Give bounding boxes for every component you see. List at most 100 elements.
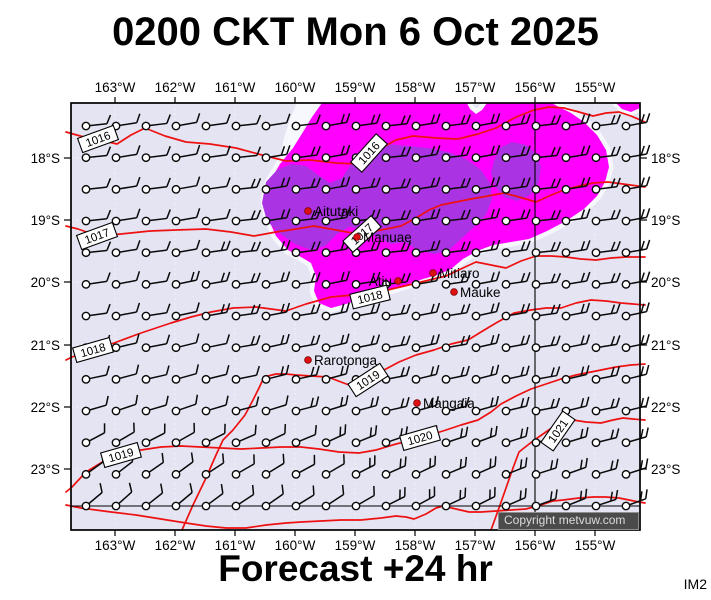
wind-barb-feather: [616, 114, 621, 124]
wind-barb-feather: [256, 303, 261, 314]
wind-station-circle: [621, 501, 631, 511]
wind-barb: [231, 334, 261, 353]
wind-station-circle: [81, 184, 91, 194]
wind-barb-feather: [225, 303, 231, 313]
wind-barb: [501, 145, 531, 163]
wind-barb-shaft: [329, 248, 347, 253]
latitude-label-left: 23°S: [31, 462, 60, 477]
wind-station-circle: [441, 216, 451, 226]
wind-station-circle: [201, 469, 211, 479]
wind-barb: [231, 178, 262, 194]
wind-barb: [441, 456, 468, 479]
wind-barb-shaft: [299, 374, 317, 380]
wind-barb-feather: [556, 241, 562, 251]
wind-barb-feather: [644, 489, 648, 499]
wind-station-circle: [591, 438, 601, 448]
wind-barb: [591, 397, 621, 416]
wind-station-circle: [201, 343, 211, 353]
wind-barb: [171, 452, 194, 479]
wind-barb-feather: [404, 456, 407, 466]
wind-barb-feather: [526, 145, 531, 156]
wind-barb-feather: [136, 240, 141, 250]
wind-barb-feather: [316, 272, 321, 282]
wind-barb: [81, 423, 106, 448]
wind-barb-feather: [580, 366, 585, 376]
wind-barb-feather: [341, 484, 345, 495]
wind-station-circle: [381, 501, 391, 511]
wind-barb-shaft: [419, 280, 437, 285]
wind-barb: [171, 333, 200, 353]
wind-barb: [561, 113, 591, 131]
wind-station-circle: [321, 153, 331, 163]
wind-barb-feather: [550, 178, 556, 188]
wind-station-circle: [501, 248, 511, 258]
wind-barb-feather: [220, 483, 224, 494]
wind-station-circle: [411, 311, 421, 321]
city-dot: [304, 356, 312, 364]
wind-barb: [381, 114, 412, 131]
wind-barb-feather: [490, 240, 495, 251]
wind-barb-feather: [610, 460, 614, 471]
wind-barb: [381, 241, 412, 258]
latitude-label-left: 19°S: [31, 213, 60, 228]
wind-barb-feather: [165, 365, 170, 375]
wind-barb-shaft: [419, 342, 437, 348]
wind-barb-feather: [645, 364, 650, 375]
wind-barb-feather: [579, 490, 583, 501]
wind-barb-shaft: [119, 216, 137, 222]
wind-barb-shaft: [299, 249, 317, 253]
wind-barb-shaft: [149, 154, 167, 158]
wind-barb-feather: [525, 303, 531, 313]
wind-barb-feather: [312, 485, 315, 496]
wind-barb-feather: [165, 334, 171, 344]
wind-station-circle: [111, 438, 121, 448]
wind-barb-feather: [370, 397, 374, 408]
wind-barb-feather: [495, 302, 500, 312]
wind-barb: [141, 240, 171, 258]
wind-station-circle: [591, 184, 601, 194]
wind-barb-shaft: [209, 342, 227, 348]
wind-barb-feather: [556, 303, 561, 314]
wind-barb: [261, 271, 291, 289]
wind-station-circle: [561, 216, 571, 226]
wind-barb: [111, 422, 135, 448]
wind-barb-feather: [280, 146, 286, 156]
wind-barb: [381, 456, 407, 479]
wind-barb: [501, 272, 531, 289]
wind-barb-shaft: [149, 280, 167, 285]
wind-barb-feather: [226, 145, 231, 156]
wind-barb-shaft: [509, 466, 526, 474]
wind-station-circle: [231, 184, 241, 194]
wind-barb-feather: [256, 334, 261, 345]
wind-station-circle: [201, 501, 211, 511]
wind-barb-shaft: [329, 279, 347, 285]
wind-barb: [201, 303, 231, 321]
wind-barb-feather: [160, 483, 164, 494]
wind-station-circle: [261, 406, 271, 416]
wind-barb-feather: [616, 145, 621, 156]
wind-barb: [351, 396, 380, 416]
wind-barb-feather: [466, 145, 471, 156]
wind-barb: [591, 303, 621, 321]
wind-barb-feather: [466, 240, 471, 251]
wind-barb-shaft: [269, 432, 286, 442]
wind-station-circle: [231, 279, 241, 289]
wind-barb-feather: [640, 303, 645, 313]
wind-barb: [351, 271, 381, 289]
wind-barb-feather: [399, 458, 402, 469]
wind-barb: [141, 452, 165, 479]
wind-barb-feather: [340, 303, 345, 313]
wind-barb-shaft: [599, 406, 617, 412]
wind-barb: [171, 364, 199, 384]
wind-station-circle: [231, 311, 241, 321]
wind-station-circle: [291, 279, 301, 289]
wind-station-circle: [441, 153, 451, 163]
wind-barb-shaft: [389, 218, 407, 222]
wind-barb: [291, 485, 315, 511]
wind-barb: [201, 271, 231, 289]
wind-barb: [231, 114, 262, 131]
wind-barb: [291, 114, 321, 131]
wind-barb: [621, 302, 650, 321]
longitude-label-top: 157°W: [455, 80, 496, 95]
wind-station-circle: [141, 501, 151, 511]
